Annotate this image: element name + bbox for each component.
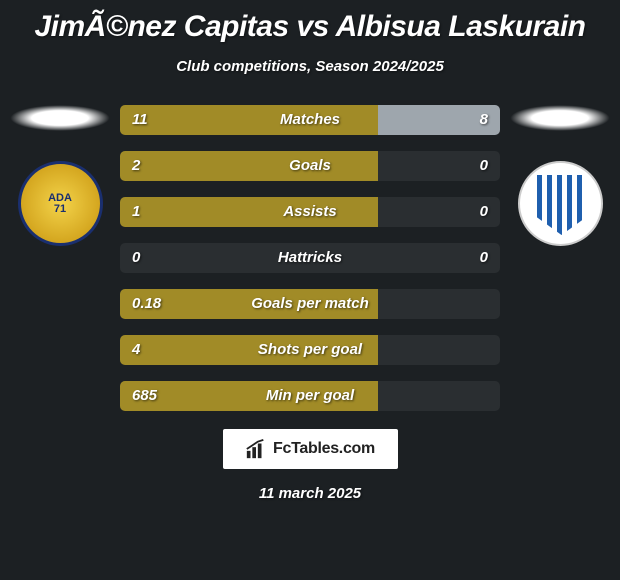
stat-row: 0Hattricks0 xyxy=(120,243,500,273)
stat-row: 1Assists0 xyxy=(120,197,500,227)
stat-row: 4Shots per goal xyxy=(120,335,500,365)
badge-left-line2: 71 xyxy=(54,204,66,215)
stat-row: 685Min per goal xyxy=(120,381,500,411)
stat-label: Assists xyxy=(120,197,500,227)
stat-label: Goals xyxy=(120,151,500,181)
stat-label: Goals per match xyxy=(120,289,500,319)
club-badge-left: ADA 71 xyxy=(18,161,103,246)
player-left-silhouette xyxy=(10,105,110,131)
comparison-content: ADA 71 11Matches82Goals01Assists00Hattri… xyxy=(0,105,620,411)
subtitle: Club competitions, Season 2024/2025 xyxy=(0,58,620,75)
player-right-column xyxy=(510,105,610,246)
footer-brand-logo[interactable]: FcTables.com xyxy=(223,429,398,469)
player-left-column: ADA 71 xyxy=(10,105,110,246)
stat-value-right: 0 xyxy=(480,151,488,181)
stat-row: 11Matches8 xyxy=(120,105,500,135)
stat-value-right: 0 xyxy=(480,243,488,273)
chart-icon xyxy=(245,438,267,460)
stats-container: 11Matches82Goals01Assists00Hattricks00.1… xyxy=(120,105,500,411)
stat-label: Min per goal xyxy=(120,381,500,411)
club-badge-right xyxy=(518,161,603,246)
badge-left-text: ADA 71 xyxy=(48,193,72,215)
player-right-silhouette xyxy=(510,105,610,131)
footer-brand-text: FcTables.com xyxy=(273,440,375,458)
page-title: JimÃ©nez Capitas vs Albisua Laskurain xyxy=(0,0,620,44)
date-text: 11 march 2025 xyxy=(0,485,620,502)
badge-right-shield xyxy=(537,175,587,235)
stat-label: Hattricks xyxy=(120,243,500,273)
stat-value-right: 8 xyxy=(480,105,488,135)
stat-value-right: 0 xyxy=(480,197,488,227)
stat-row: 2Goals0 xyxy=(120,151,500,181)
stat-row: 0.18Goals per match xyxy=(120,289,500,319)
stat-label: Shots per goal xyxy=(120,335,500,365)
stat-label: Matches xyxy=(120,105,500,135)
badge-left-line1: ADA xyxy=(48,193,72,204)
